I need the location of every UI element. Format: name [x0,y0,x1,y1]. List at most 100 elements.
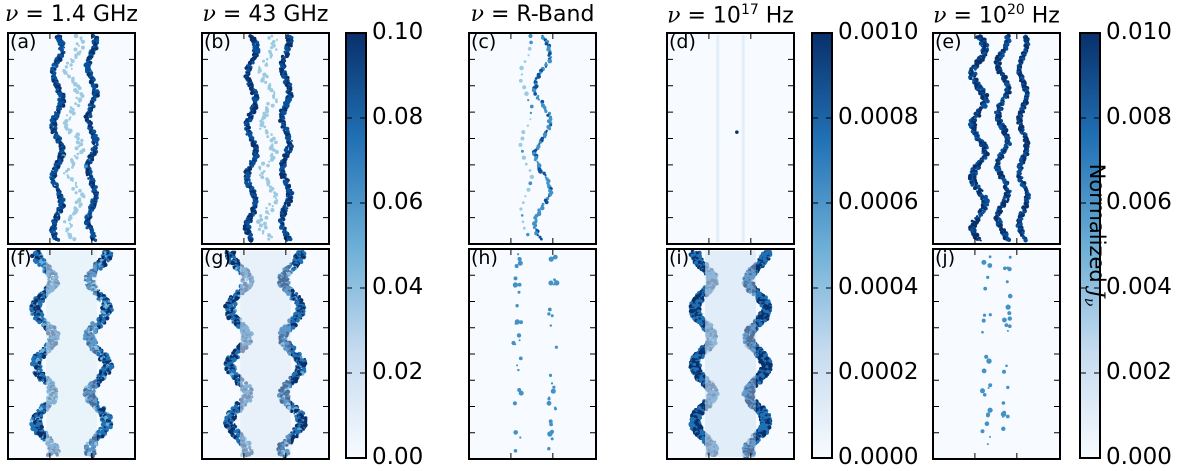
emission-point [109,416,112,419]
emission-point [74,183,77,186]
emission-point [67,74,71,79]
emission-point [70,59,75,64]
emission-point [522,226,526,230]
emission-point [101,352,104,355]
emission-point [77,44,80,47]
emission-point [94,234,97,238]
emission-point [735,130,739,134]
emission-point [970,183,975,187]
emission-point [100,434,105,439]
emission-point [79,149,84,155]
emission-point [527,54,530,57]
emission-point [87,177,90,180]
emission-point [980,197,983,201]
emission-point [57,239,60,242]
emission-point [974,116,977,119]
emission-point [93,49,96,52]
emission-point [524,91,529,96]
emission-point [75,156,79,160]
emission-point [533,92,537,96]
emission-point [76,136,80,141]
emission-point [1007,141,1013,147]
emission-point [538,169,543,174]
emission-point [34,374,38,377]
emission-point [272,96,276,100]
emission-point [224,364,227,367]
emission-point [249,90,255,96]
emission-point [520,73,524,76]
emission-point [88,114,93,119]
emission-point [981,189,984,192]
emission-point [538,98,540,101]
emission-point [974,68,977,71]
emission-point [270,208,275,213]
emission-point [232,358,237,362]
emission-point [41,354,46,359]
emission-point [270,133,273,136]
emission-point [1023,238,1028,243]
emission-point [260,78,265,83]
emission-point [540,205,545,211]
emission-point [76,103,81,108]
emission-point [70,224,73,227]
emission-point [80,94,85,98]
emission-point [520,136,525,141]
emission-point [255,219,261,224]
emission-point [259,127,262,130]
emission-point [71,111,76,116]
emission-point [58,93,62,98]
emission-point [1004,96,1008,99]
emission-point [73,47,78,52]
emission-point [75,96,78,100]
emission-point [246,112,251,117]
emission-point-interior [46,251,97,457]
emission-point [85,70,88,74]
emission-point [63,220,67,224]
emission-point [521,220,525,224]
emission-point [518,78,523,83]
emission-point [269,157,274,162]
emission-point [236,410,240,414]
emission-point [275,100,278,104]
emission-point [264,80,268,84]
panel-c [468,32,597,245]
emission-point [266,101,270,106]
emission-point [527,99,530,102]
emission-point [265,57,269,61]
emission-point [101,411,104,414]
emission-point [98,300,101,303]
emission-point [522,85,527,90]
panel-background [202,33,329,244]
emission-point [98,411,101,414]
emission-point [521,201,525,205]
emission-point [1003,152,1006,155]
emission-point [67,218,72,222]
emission-point [62,172,66,175]
emission-point [526,187,531,192]
emission-point [259,122,265,128]
emission-point [547,53,551,57]
emission-point [74,102,77,106]
emission-point [529,174,535,180]
emission-point [78,100,81,104]
emission-point [56,61,60,65]
emission-point [261,232,265,235]
emission-point [977,238,981,241]
emission-point [85,226,89,230]
panel-background [469,33,596,244]
emission-point [89,57,92,61]
emission-point [245,132,249,136]
emission-point [37,320,42,325]
panel-b [201,32,330,245]
emission-point [261,161,266,166]
emission-point [66,61,69,65]
emission-point [72,212,76,216]
emission-point [268,160,271,163]
emission-point [66,175,70,179]
faint-filament [716,35,720,242]
emission-point [90,158,95,162]
emission-point [80,138,84,143]
emission-point [521,155,527,160]
emission-point [270,34,274,38]
